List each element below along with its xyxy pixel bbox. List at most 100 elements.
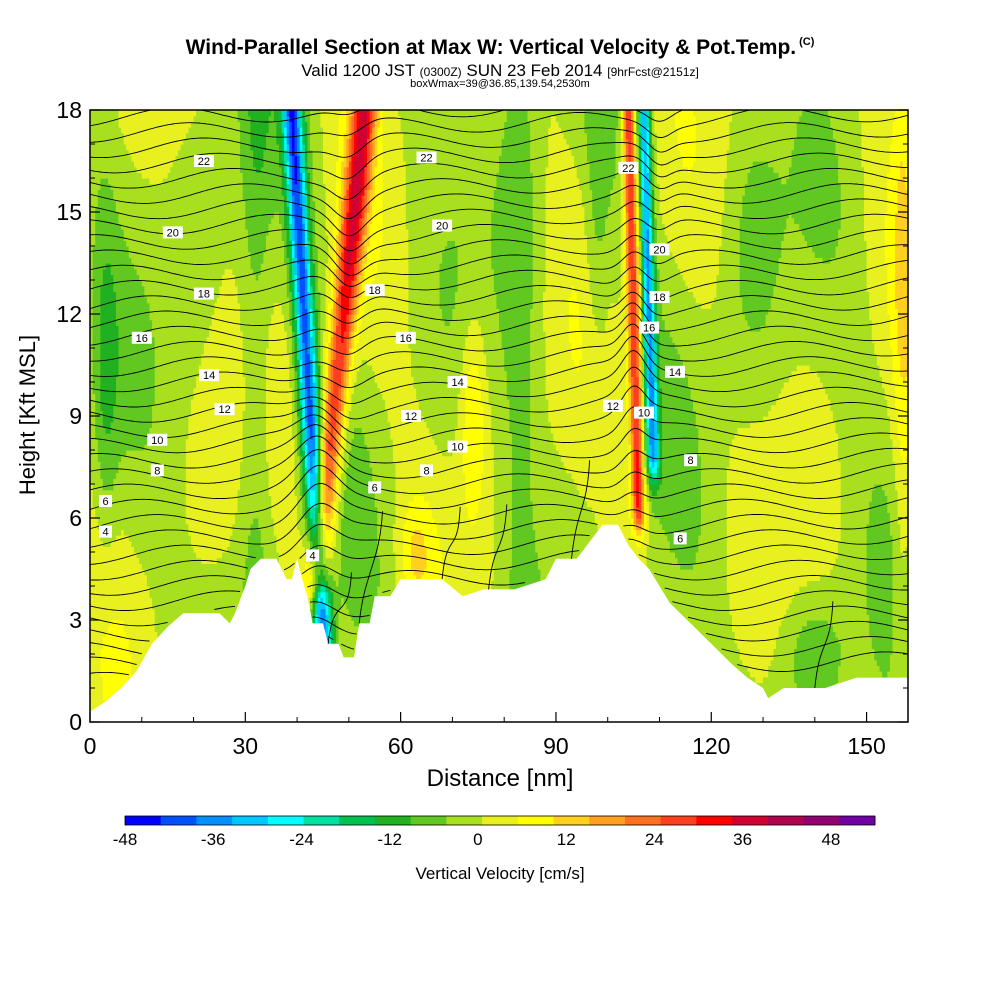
velocity-cell <box>307 223 311 230</box>
velocity-cell <box>341 291 353 298</box>
velocity-cell <box>576 291 593 298</box>
velocity-cell <box>649 268 653 275</box>
velocity-cell <box>341 552 378 559</box>
velocity-cell <box>333 325 337 332</box>
velocity-cell <box>651 268 655 275</box>
velocity-cell <box>623 138 627 145</box>
velocity-cell <box>372 155 378 162</box>
velocity-cell <box>307 246 311 253</box>
velocity-cell <box>628 206 635 213</box>
velocity-cell <box>307 285 311 292</box>
velocity-cell <box>372 217 384 224</box>
velocity-cell <box>335 178 342 185</box>
velocity-cell <box>289 144 293 151</box>
velocity-cell <box>457 393 466 400</box>
velocity-cell <box>286 234 290 241</box>
velocity-cell <box>623 200 627 207</box>
velocity-cell <box>664 325 751 332</box>
velocity-cell <box>304 495 309 502</box>
velocity-cell <box>633 484 637 491</box>
velocity-cell <box>480 484 495 491</box>
velocity-cell <box>493 268 534 275</box>
velocity-cell <box>333 472 337 479</box>
velocity-cell <box>641 280 645 287</box>
velocity-cell <box>307 308 311 315</box>
velocity-cell <box>628 297 632 304</box>
velocity-cell <box>887 308 899 315</box>
velocity-cell <box>354 353 412 360</box>
velocity-cell <box>242 421 267 428</box>
velocity-cell <box>354 359 363 366</box>
velocity-cell <box>302 223 306 230</box>
velocity-cell <box>312 183 327 190</box>
velocity-cell <box>323 144 340 151</box>
box-wmax-info: boxWmax=39@36.85,139.54,2530m <box>410 78 590 90</box>
velocity-cell <box>739 229 785 236</box>
velocity-cell <box>532 229 547 236</box>
velocity-cell <box>374 166 384 173</box>
velocity-cell <box>737 642 777 649</box>
velocity-cell <box>509 427 531 434</box>
velocity-cell <box>610 302 627 309</box>
velocity-cell <box>656 138 679 145</box>
velocity-cell <box>382 166 407 173</box>
velocity-cell <box>403 149 503 156</box>
velocity-cell <box>457 416 466 423</box>
velocity-cell <box>315 206 327 213</box>
velocity-cell <box>866 608 894 615</box>
velocity-cell <box>317 331 321 338</box>
velocity-cell <box>413 529 422 536</box>
velocity-cell <box>335 308 340 315</box>
velocity-cell <box>100 359 120 366</box>
velocity-cell <box>636 529 642 536</box>
velocity-cell <box>206 336 244 343</box>
velocity-cell <box>390 427 430 434</box>
velocity-cell <box>882 484 896 491</box>
velocity-cell <box>501 336 531 343</box>
velocity-cell <box>439 540 495 547</box>
velocity-cell <box>377 155 384 162</box>
velocity-cell <box>281 234 288 241</box>
velocity-cell <box>488 376 508 383</box>
velocity-cell <box>92 370 101 377</box>
velocity-cell <box>315 484 319 491</box>
velocity-cell <box>530 495 586 502</box>
velocity-cell <box>781 387 826 394</box>
velocity-cell <box>291 155 296 162</box>
velocity-cell <box>294 336 298 343</box>
velocity-cell <box>654 382 658 389</box>
velocity-cell <box>284 319 290 326</box>
velocity-cell <box>90 161 135 168</box>
velocity-cell <box>649 257 653 264</box>
velocity-cell <box>134 263 252 270</box>
velocity-cell <box>623 212 627 219</box>
velocity-cell <box>467 382 482 389</box>
velocity-cell <box>338 608 350 615</box>
velocity-cell <box>377 161 384 168</box>
velocity-cell <box>838 450 894 457</box>
velocity-cell <box>102 637 130 644</box>
velocity-cell <box>442 552 495 559</box>
velocity-cell <box>268 489 296 496</box>
velocity-cell <box>273 518 298 525</box>
velocity-cell <box>651 166 655 173</box>
velocity-cell <box>333 444 337 451</box>
velocity-cell <box>320 535 324 542</box>
velocity-cell <box>641 484 645 491</box>
velocity-cell <box>250 251 264 258</box>
velocity-cell <box>266 444 296 451</box>
velocity-cell <box>651 342 655 349</box>
velocity-cell <box>644 427 648 434</box>
velocity-cell <box>323 506 327 513</box>
velocity-cell <box>351 183 363 190</box>
velocity-cell <box>631 149 635 156</box>
velocity-cell <box>641 399 645 406</box>
velocity-cell <box>884 229 896 236</box>
velocity-cell <box>330 314 334 321</box>
velocity-cell <box>323 172 337 179</box>
velocity-cell <box>325 359 329 366</box>
velocity-cell <box>462 427 485 434</box>
velocity-cell <box>651 501 702 508</box>
velocity-cell <box>543 308 570 315</box>
velocity-cell <box>320 353 324 360</box>
